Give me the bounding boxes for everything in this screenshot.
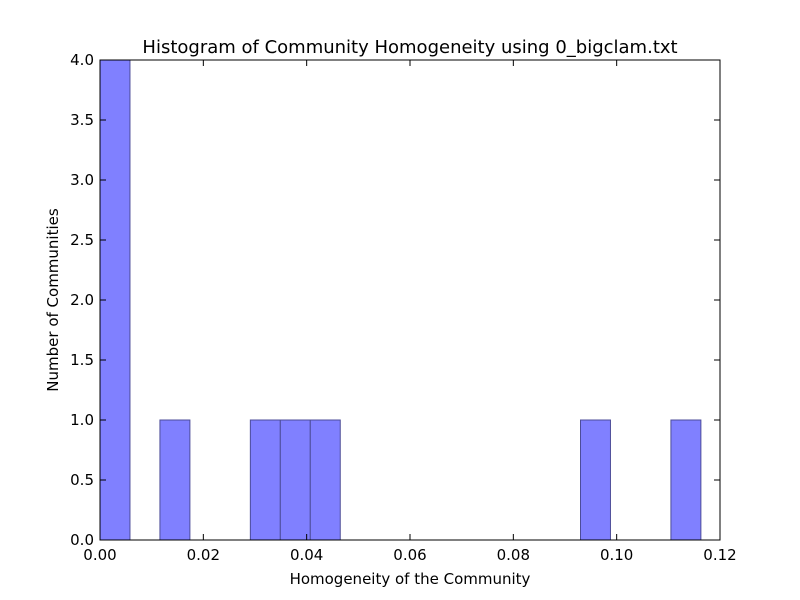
y-tick-label-1: 0.5 — [70, 471, 94, 489]
plot-frame — [99, 59, 721, 541]
x-tick-label-3: 0.06 — [393, 546, 426, 564]
y-axis-title: Number of Communities — [44, 208, 62, 392]
y-tick-label-3: 1.5 — [70, 351, 94, 369]
histogram-bar-5 — [580, 419, 611, 541]
y-tick-label-7: 3.5 — [70, 111, 94, 129]
x-axis-title: Homogeneity of the Community — [290, 570, 531, 588]
histogram-bar-3 — [279, 419, 311, 541]
chart-title: Histogram of Community Homogeneity using… — [142, 37, 677, 58]
histogram-bar-2 — [249, 419, 281, 541]
y-tick-label-4: 2.0 — [70, 291, 94, 309]
y-tick-label-5: 2.5 — [70, 231, 94, 249]
y-tick-label-2: 1.0 — [70, 411, 94, 429]
histogram-bar-1 — [159, 419, 191, 541]
x-tick-label-1: 0.02 — [187, 546, 220, 564]
x-tick-label-4: 0.08 — [497, 546, 530, 564]
y-tick-label-8: 4.0 — [70, 51, 94, 69]
histogram-bar-4 — [309, 419, 341, 541]
x-tick-label-0: 0.00 — [83, 546, 116, 564]
ticks-group: 0.00 0.02 0.04 0.06 0.08 0.10 0.12 0.0 0.5 1.0 1.5… — [70, 51, 737, 564]
bars-group — [99, 59, 702, 541]
x-tick-label-6: 0.12 — [703, 546, 736, 564]
x-tick-label-2: 0.04 — [290, 546, 323, 564]
histogram-bar-6 — [670, 419, 702, 541]
y-tick-label-6: 3.0 — [70, 171, 94, 189]
x-tick-label-5: 0.10 — [600, 546, 633, 564]
y-tick-label-0: 0.0 — [70, 531, 94, 549]
